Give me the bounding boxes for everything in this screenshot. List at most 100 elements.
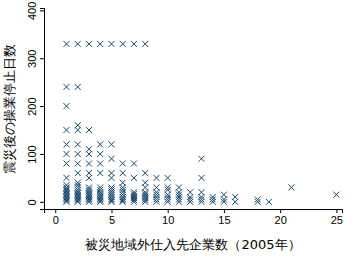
point — [120, 161, 126, 167]
point — [63, 182, 69, 188]
point — [63, 127, 69, 133]
point — [120, 180, 126, 186]
x-tick-label: 10 — [162, 214, 174, 226]
point — [165, 184, 171, 190]
point — [131, 175, 137, 181]
y-tick-label: 200 — [26, 97, 38, 115]
y-tick: 300 — [26, 50, 44, 68]
y-tick: 200 — [26, 97, 44, 115]
x-tick: 10 — [162, 209, 174, 226]
x-tick-label: 5 — [109, 214, 115, 226]
point — [75, 151, 81, 157]
x-tick: 25 — [331, 209, 343, 226]
point — [255, 196, 261, 202]
y-tick-mark — [40, 202, 44, 203]
x-tick-mark — [55, 209, 56, 213]
point — [86, 170, 92, 176]
point — [63, 103, 69, 109]
y-tick-mark — [40, 58, 44, 59]
point — [176, 184, 182, 190]
point — [97, 151, 103, 157]
point — [198, 156, 204, 162]
point — [63, 141, 69, 147]
y-tick: 0 — [26, 199, 44, 205]
point — [288, 184, 294, 190]
axis-line — [45, 210, 343, 214]
point — [63, 175, 69, 181]
x-tick-mark — [280, 209, 281, 213]
point — [131, 161, 137, 167]
point — [75, 41, 81, 47]
point — [75, 141, 81, 147]
point — [153, 175, 159, 181]
point — [97, 41, 103, 47]
point — [108, 141, 114, 147]
point — [75, 84, 81, 90]
x-tick-label: 20 — [275, 214, 287, 226]
point — [153, 184, 159, 190]
point — [165, 175, 171, 181]
x-axis: 0 5 10 15 20 25 — [45, 209, 344, 226]
point — [108, 41, 114, 47]
x-tick-mark — [168, 209, 169, 213]
x-tick: 15 — [218, 209, 230, 226]
point — [75, 122, 81, 128]
point — [131, 41, 137, 47]
point — [131, 189, 137, 195]
y-tick-label: 0 — [26, 199, 38, 205]
point — [108, 170, 114, 176]
point — [198, 175, 204, 181]
x-axis-title: 被災地域外仕入先企業数（2005年） — [85, 237, 300, 252]
point — [97, 141, 103, 147]
point — [63, 161, 69, 167]
x-tick: 20 — [275, 209, 287, 226]
point — [97, 170, 103, 176]
point — [86, 146, 92, 152]
x-tick: 0 — [53, 209, 59, 226]
y-tick-mark — [40, 154, 44, 155]
point — [86, 161, 92, 167]
point — [221, 192, 227, 198]
points — [63, 41, 339, 205]
x-tick-label: 0 — [53, 214, 59, 226]
point — [266, 199, 272, 205]
point — [86, 127, 92, 133]
y-tick-mark — [40, 10, 44, 11]
point — [142, 41, 148, 47]
point — [108, 156, 114, 162]
point — [120, 170, 126, 176]
point — [75, 161, 81, 167]
point — [97, 161, 103, 167]
chart: 0 5 10 15 20 25 0 100 200 300 400 被災地域外仕入先企業数（2005年… — [0, 0, 354, 261]
x-tick-label: 25 — [331, 214, 343, 226]
point — [210, 194, 216, 200]
point — [187, 189, 193, 195]
point — [142, 180, 148, 186]
point — [63, 84, 69, 90]
point — [86, 41, 92, 47]
y-tick-label: 300 — [26, 50, 38, 68]
point — [232, 194, 238, 200]
point — [120, 41, 126, 47]
point — [86, 184, 92, 190]
y-tick-label: 100 — [26, 145, 38, 163]
axis-line — [40, 9, 45, 210]
y-tick: 400 — [26, 2, 44, 20]
point — [198, 189, 204, 195]
plot-area: 0 5 10 15 20 25 0 100 200 300 400 — [26, 2, 343, 226]
point — [97, 184, 103, 190]
point — [142, 170, 148, 176]
y-axis: 0 100 200 300 400 — [26, 2, 45, 210]
point — [333, 192, 339, 198]
point — [63, 41, 69, 47]
point — [108, 184, 114, 190]
point — [63, 151, 69, 157]
y-tick-mark — [40, 106, 44, 107]
x-tick-mark — [336, 209, 337, 213]
x-tick-mark — [111, 209, 112, 213]
y-tick-label: 400 — [26, 2, 38, 20]
x-tick: 5 — [109, 209, 115, 226]
point — [75, 170, 81, 176]
y-axis-title: 震災後の操業停止日数 — [2, 44, 17, 174]
y-tick: 100 — [26, 145, 44, 163]
